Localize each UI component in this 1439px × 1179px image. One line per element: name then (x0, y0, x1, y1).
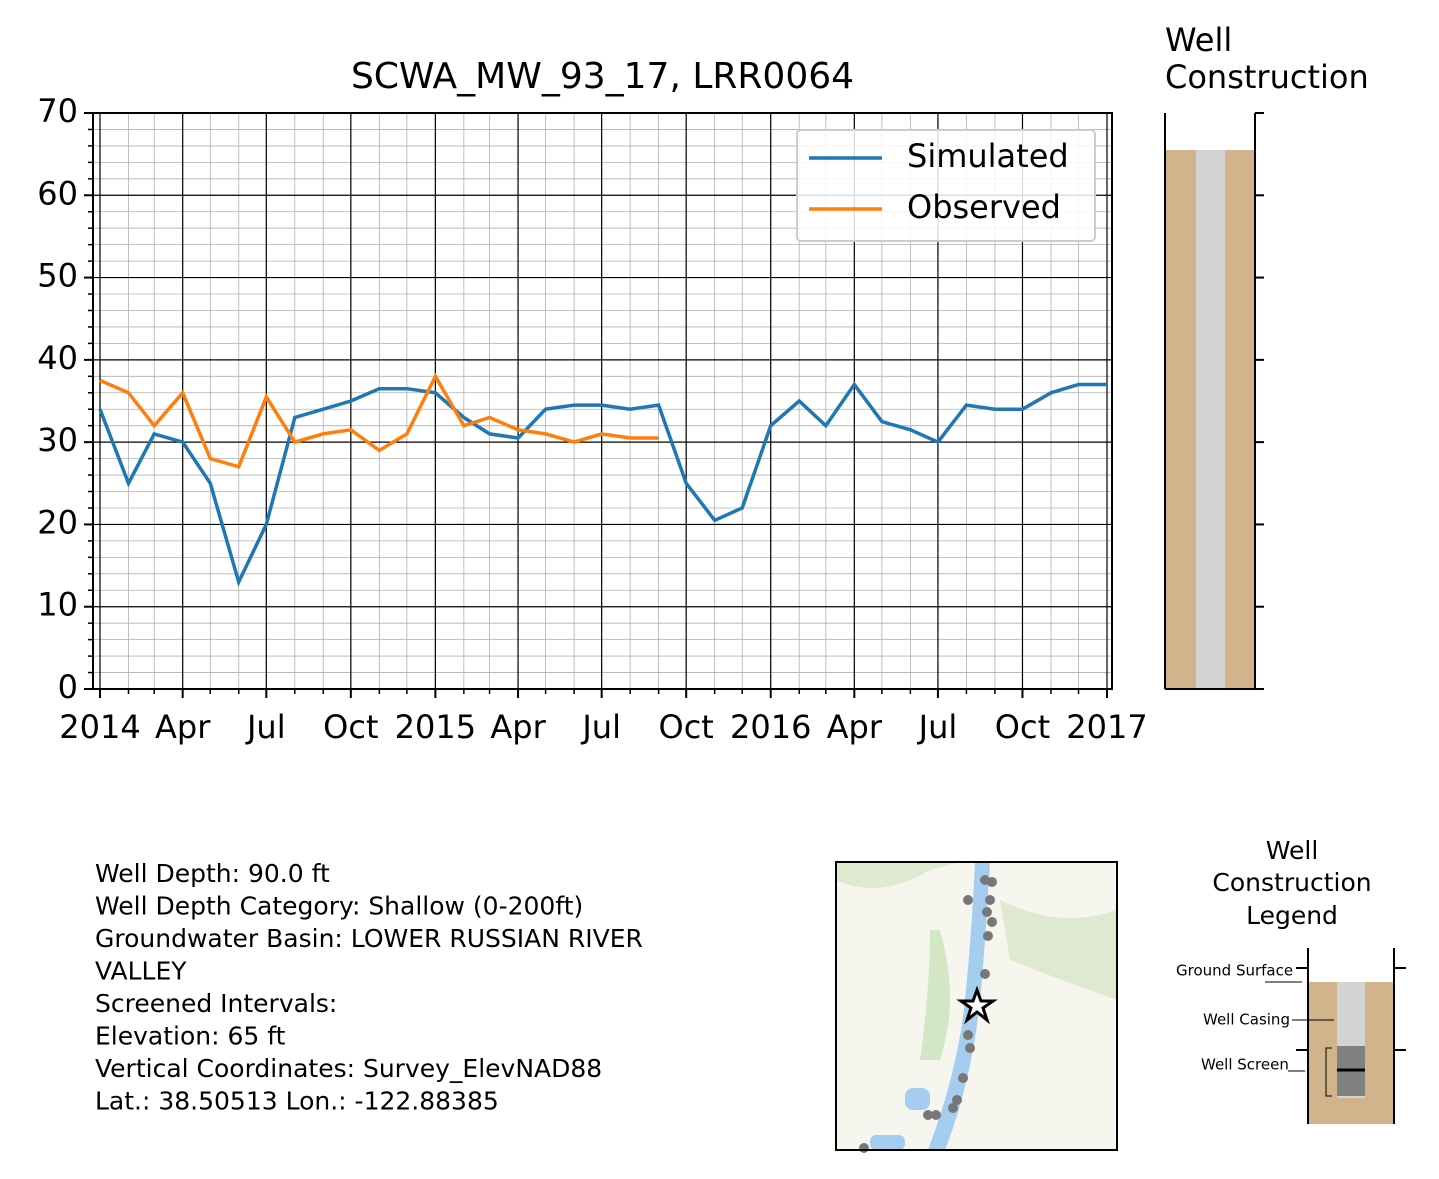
map-terrain (836, 862, 960, 888)
x-tick-label: 2014 (59, 708, 140, 746)
info-line: Lat.: 38.50513 Lon.: -122.88385 (95, 1087, 499, 1116)
legend-diagram-title: Legend (1246, 901, 1338, 930)
x-tick-label: 2015 (395, 708, 476, 746)
y-tick-label: 30 (37, 421, 78, 459)
x-tick-label: Oct (995, 708, 1050, 746)
chart-title: SCWA_MW_93_17, LRR0064 (351, 56, 854, 97)
x-tick-label: Jul (917, 708, 958, 746)
well-title: Well Construction (1165, 21, 1369, 96)
info-line: Well Depth Category: Shallow (0-200ft) (95, 892, 583, 921)
legend-diagram: Well Construction Legend Ground Surface … (1176, 836, 1406, 1124)
map-star (956, 985, 998, 1025)
map-terrain (1000, 900, 1117, 1000)
x-tick-label: Oct (323, 708, 378, 746)
diagram-label: Well Casing (1203, 1011, 1290, 1029)
plot-frame (92, 112, 1113, 690)
legend-diagram-title: Construction (1212, 868, 1371, 897)
info-line: Elevation: 65 ft (95, 1022, 286, 1051)
x-tick-label: Apr (827, 708, 883, 746)
x-tick-label: Apr (155, 708, 211, 746)
map-river (928, 862, 990, 1150)
x-tick-label: 2017 (1066, 708, 1147, 746)
diagram-label: Well Screen (1201, 1056, 1289, 1074)
x-tick-label: Apr (490, 708, 546, 746)
x-tick-label: Oct (659, 708, 714, 746)
x-tick-label: Jul (245, 708, 286, 746)
legend-diagram-title: Well (1266, 836, 1319, 865)
y-tick-label: 10 (37, 586, 78, 624)
series-line (98, 381, 1107, 587)
y-tick-label: 0 (58, 668, 78, 706)
map-terrain (920, 930, 950, 1060)
info-line: Screened Intervals: (95, 989, 337, 1018)
y-tick-label: 60 (37, 174, 78, 212)
info-line: Groundwater Basin: LOWER RUSSIAN RIVER (95, 924, 643, 953)
y-tick-label: 40 (37, 339, 78, 377)
map-wells (859, 875, 997, 1153)
x-tick-label: Jul (580, 708, 621, 746)
y-tick-label: 70 (37, 92, 78, 130)
y-tick-label: 50 (37, 257, 78, 295)
location-map (835, 861, 1118, 1153)
y-tick-label: 20 (37, 503, 78, 541)
info-line: VALLEY (95, 957, 187, 986)
map-frame (835, 861, 1118, 1151)
info-line: Vertical Coordinates: Survey_ElevNAD88 (95, 1054, 602, 1083)
diagram-label: Ground Surface (1176, 962, 1293, 980)
map-pond (870, 1135, 905, 1150)
map-pond (905, 1088, 930, 1110)
x-tick-label: 2016 (730, 708, 811, 746)
well-casing (1196, 150, 1225, 689)
legend-label: Simulated (907, 137, 1069, 175)
series-line (99, 372, 659, 469)
info-line: Well Depth: 90.0 ft (95, 859, 330, 888)
diagram-bracket (1325, 1047, 1332, 1097)
legend-label: Observed (907, 188, 1061, 226)
